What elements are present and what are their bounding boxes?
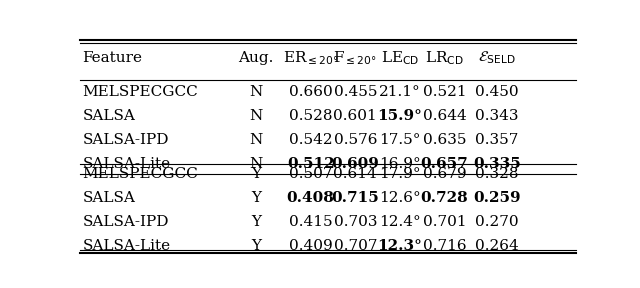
Text: $\mathcal{E}_{\mathrm{SELD}}$: $\mathcal{E}_{\mathrm{SELD}}$ <box>478 50 515 66</box>
Text: SALSA-Lite: SALSA-Lite <box>83 157 171 171</box>
Text: 0.264: 0.264 <box>475 239 518 253</box>
Text: 0.343: 0.343 <box>475 109 518 123</box>
Text: 0.707: 0.707 <box>333 239 377 253</box>
Text: 0.409: 0.409 <box>289 239 333 253</box>
Text: 17.5°: 17.5° <box>379 133 420 147</box>
Text: 0.357: 0.357 <box>475 133 518 147</box>
Text: 0.716: 0.716 <box>423 239 467 253</box>
Text: 0.679: 0.679 <box>423 167 467 181</box>
Text: Y: Y <box>251 215 261 229</box>
Text: 0.660: 0.660 <box>289 85 333 99</box>
Text: Y: Y <box>251 191 261 205</box>
Text: F$_{\leq20°}$: F$_{\leq20°}$ <box>333 49 377 67</box>
Text: 0.521: 0.521 <box>423 85 467 99</box>
Text: 0.644: 0.644 <box>422 109 467 123</box>
Text: 0.259: 0.259 <box>473 191 520 205</box>
Text: 0.512: 0.512 <box>287 157 335 171</box>
Text: N: N <box>250 157 262 171</box>
Text: 0.528: 0.528 <box>289 109 332 123</box>
Text: 0.703: 0.703 <box>333 215 377 229</box>
Text: 12.3°: 12.3° <box>378 239 422 253</box>
Text: 0.576: 0.576 <box>333 133 377 147</box>
Text: LE$_{\mathrm{CD}}$: LE$_{\mathrm{CD}}$ <box>381 49 419 67</box>
Text: 0.715: 0.715 <box>332 191 379 205</box>
Text: 0.507: 0.507 <box>289 167 332 181</box>
Text: SALSA-IPD: SALSA-IPD <box>83 215 169 229</box>
Text: 21.1°: 21.1° <box>379 85 420 99</box>
Text: N: N <box>250 109 262 123</box>
Text: SALSA: SALSA <box>83 109 135 123</box>
Text: Aug.: Aug. <box>238 51 274 65</box>
Text: 0.328: 0.328 <box>475 167 518 181</box>
Text: ER$_{\leq20°}$: ER$_{\leq20°}$ <box>283 49 339 67</box>
Text: 0.701: 0.701 <box>423 215 467 229</box>
Text: 15.9°: 15.9° <box>378 109 422 123</box>
Text: N: N <box>250 133 262 147</box>
Text: 0.635: 0.635 <box>423 133 467 147</box>
Text: 0.542: 0.542 <box>289 133 332 147</box>
Text: LR$_{\mathrm{CD}}$: LR$_{\mathrm{CD}}$ <box>425 49 464 67</box>
Text: 0.408: 0.408 <box>287 191 335 205</box>
Text: SALSA-IPD: SALSA-IPD <box>83 133 169 147</box>
Text: 0.415: 0.415 <box>289 215 332 229</box>
Text: 12.6°: 12.6° <box>379 191 420 205</box>
Text: 0.601: 0.601 <box>333 109 377 123</box>
Text: Y: Y <box>251 239 261 253</box>
Text: 0.335: 0.335 <box>473 157 520 171</box>
Text: 17.9°: 17.9° <box>379 167 420 181</box>
Text: Feature: Feature <box>83 51 143 65</box>
Text: 0.455: 0.455 <box>333 85 377 99</box>
Text: MELSPECGCC: MELSPECGCC <box>83 85 198 99</box>
Text: Y: Y <box>251 167 261 181</box>
Text: 0.270: 0.270 <box>475 215 518 229</box>
Text: MELSPECGCC: MELSPECGCC <box>83 167 198 181</box>
Text: 12.4°: 12.4° <box>379 215 420 229</box>
Text: 16.9°: 16.9° <box>379 157 420 171</box>
Text: N: N <box>250 85 262 99</box>
Text: 0.728: 0.728 <box>420 191 468 205</box>
Text: 0.657: 0.657 <box>420 157 468 171</box>
Text: 0.609: 0.609 <box>332 157 380 171</box>
Text: 0.614: 0.614 <box>333 167 377 181</box>
Text: SALSA: SALSA <box>83 191 135 205</box>
Text: 0.450: 0.450 <box>475 85 518 99</box>
Text: SALSA-Lite: SALSA-Lite <box>83 239 171 253</box>
